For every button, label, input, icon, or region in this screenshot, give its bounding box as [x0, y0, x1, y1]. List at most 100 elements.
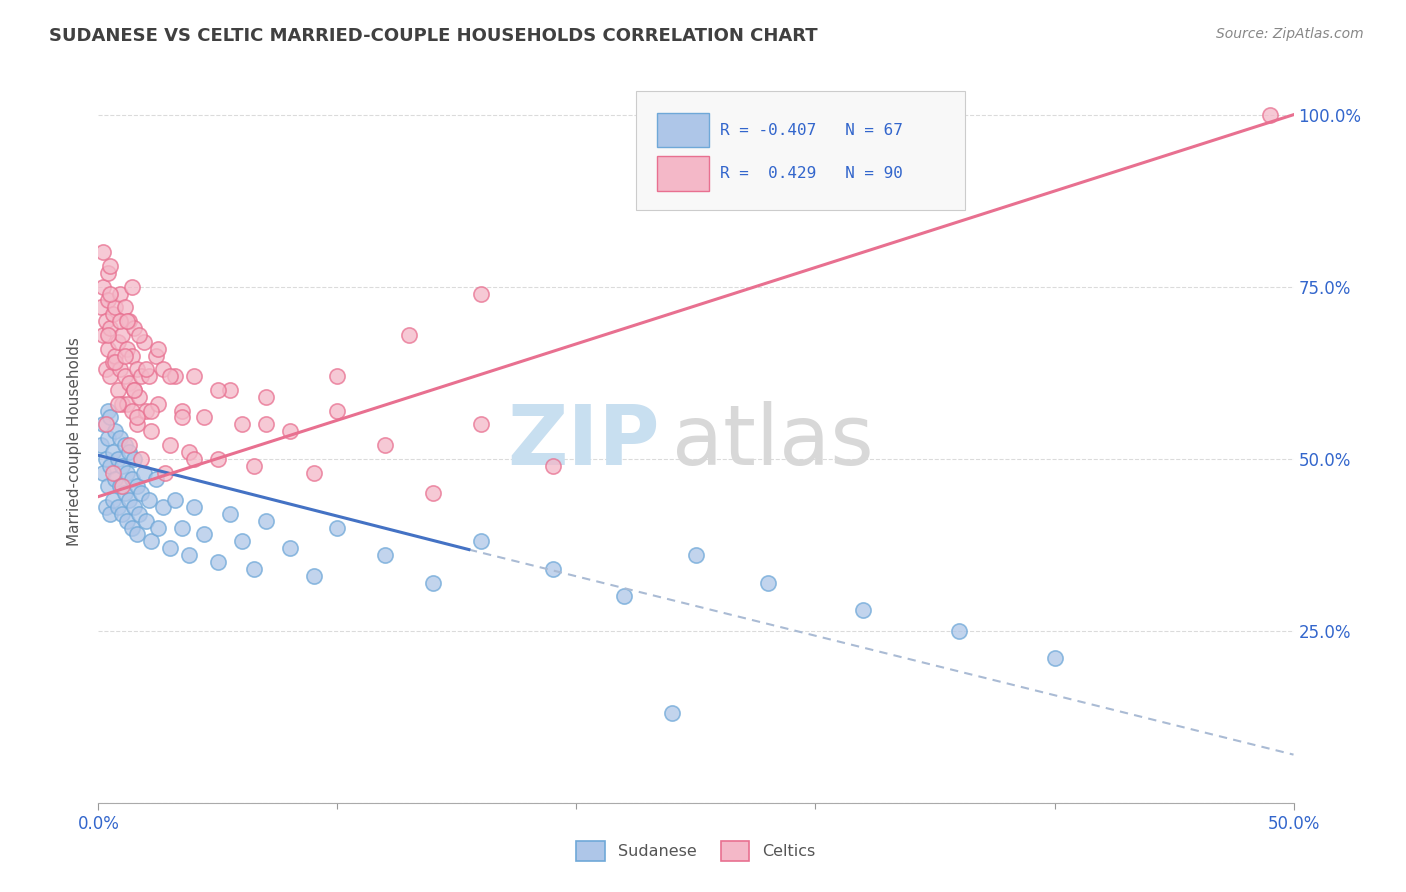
Point [104, 472, 127, 486]
Point [179, 445, 201, 459]
Point [97, 266, 120, 280]
Point [148, 520, 170, 534]
Point [101, 445, 124, 459]
Point [139, 534, 162, 549]
Point [139, 424, 162, 438]
Point [108, 479, 131, 493]
Point [91, 327, 114, 342]
Point [118, 445, 141, 459]
Point [111, 507, 134, 521]
Point [98, 259, 122, 273]
Point [121, 403, 143, 417]
Point [121, 520, 143, 534]
Point [183, 500, 205, 514]
Point [326, 369, 349, 384]
Point [193, 527, 215, 541]
Point [179, 548, 201, 562]
Point [128, 507, 150, 521]
Point [94, 500, 117, 514]
Point [111, 327, 134, 342]
Point [231, 417, 253, 432]
Point [118, 493, 141, 508]
Point [107, 334, 129, 349]
Point [183, 451, 205, 466]
Point [98, 458, 122, 473]
Point [163, 493, 186, 508]
Point [108, 286, 131, 301]
Point [278, 424, 301, 438]
Point [148, 342, 170, 356]
Point [124, 321, 146, 335]
Y-axis label: Married-couple Households: Married-couple Households [67, 337, 83, 546]
Point [91, 417, 114, 432]
Text: R =  0.429   N = 90: R = 0.429 N = 90 [720, 166, 903, 181]
Point [159, 438, 181, 452]
Point [135, 403, 157, 417]
Point [104, 301, 127, 315]
Point [470, 286, 492, 301]
Point [94, 417, 117, 432]
Point [135, 362, 157, 376]
Point [207, 383, 229, 397]
Point [661, 706, 683, 721]
Point [121, 349, 143, 363]
Point [207, 555, 229, 569]
Point [128, 327, 150, 342]
Point [159, 369, 181, 384]
Point [90, 301, 112, 315]
Point [541, 562, 564, 576]
Point [98, 507, 122, 521]
Point [145, 349, 167, 363]
Point [948, 624, 970, 638]
Point [132, 466, 155, 480]
Point [231, 534, 253, 549]
Point [131, 451, 153, 466]
Point [104, 424, 127, 438]
Text: ZIP: ZIP [508, 401, 661, 482]
Point [125, 362, 148, 376]
Point [1258, 108, 1281, 122]
FancyBboxPatch shape [637, 91, 965, 211]
Point [91, 245, 114, 260]
Point [152, 362, 174, 376]
Point [107, 383, 129, 397]
Point [128, 390, 150, 404]
Point [125, 417, 148, 432]
Point [114, 438, 136, 452]
Point [422, 575, 444, 590]
Point [114, 301, 136, 315]
Point [374, 438, 396, 452]
Point [148, 397, 170, 411]
Point [114, 349, 136, 363]
Point [243, 458, 266, 473]
Point [108, 431, 131, 445]
Point [111, 458, 134, 473]
Point [152, 500, 174, 514]
FancyBboxPatch shape [657, 112, 709, 147]
Point [111, 479, 134, 493]
Point [159, 541, 181, 556]
Point [124, 451, 146, 466]
Point [97, 342, 120, 356]
Point [398, 327, 420, 342]
Point [131, 486, 153, 500]
Point [111, 397, 134, 411]
Point [326, 520, 349, 534]
Point [98, 286, 122, 301]
Point [219, 507, 242, 521]
Text: SUDANESE VS CELTIC MARRIED-COUPLE HOUSEHOLDS CORRELATION CHART: SUDANESE VS CELTIC MARRIED-COUPLE HOUSEH… [49, 27, 818, 45]
Point [138, 493, 160, 508]
Point [94, 451, 117, 466]
Point [145, 472, 167, 486]
Point [756, 575, 779, 590]
Point [98, 321, 122, 335]
Point [104, 349, 127, 363]
Point [124, 500, 146, 514]
Point [101, 466, 124, 480]
Point [124, 383, 146, 397]
Point [422, 486, 444, 500]
Point [98, 410, 122, 425]
Point [115, 397, 138, 411]
Point [90, 438, 112, 452]
Point [97, 479, 120, 493]
